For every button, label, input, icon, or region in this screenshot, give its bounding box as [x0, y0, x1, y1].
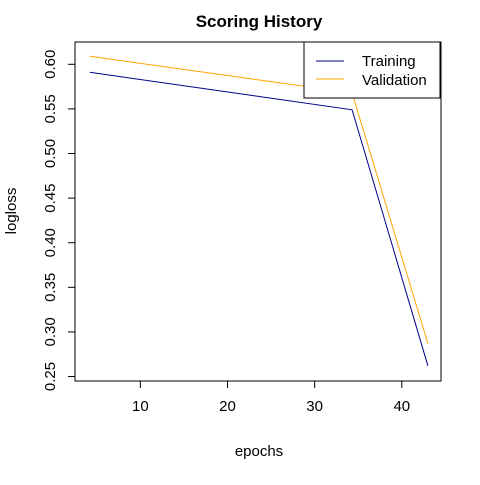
- y-tick-label: 0.45: [42, 184, 59, 213]
- y-tick-label: 0.30: [42, 317, 59, 346]
- y-axis: 0.25 0.30 0.35 0.40 0.45 0.50 0.55 0.60: [42, 50, 75, 391]
- legend-label-training: Training: [362, 53, 416, 70]
- x-axis: 10 20 30 40: [132, 381, 410, 415]
- legend: Training Validation: [303, 41, 441, 99]
- legend-box: [303, 41, 441, 99]
- x-axis-label: epochs: [235, 443, 283, 460]
- y-tick-label: 0.50: [42, 139, 59, 168]
- plot-frame: [74, 41, 442, 382]
- x-tick-label: 40: [393, 398, 410, 415]
- chart-title: Scoring History: [196, 12, 323, 31]
- series-line-validation: [89, 55, 429, 344]
- x-tick-label: 30: [306, 398, 323, 415]
- x-tick-label: 20: [219, 398, 236, 415]
- series-layer: [89, 55, 429, 366]
- legend-label-validation: Validation: [362, 72, 427, 89]
- y-tick-label: 0.35: [42, 273, 59, 302]
- x-tick-label: 10: [132, 398, 149, 415]
- y-axis-label: logloss: [3, 188, 20, 235]
- series-line-training: [89, 71, 429, 366]
- y-tick-label: 0.55: [42, 94, 59, 123]
- y-tick-label: 0.40: [42, 228, 59, 257]
- y-tick-label: 0.25: [42, 362, 59, 391]
- y-tick-label: 0.60: [42, 50, 59, 79]
